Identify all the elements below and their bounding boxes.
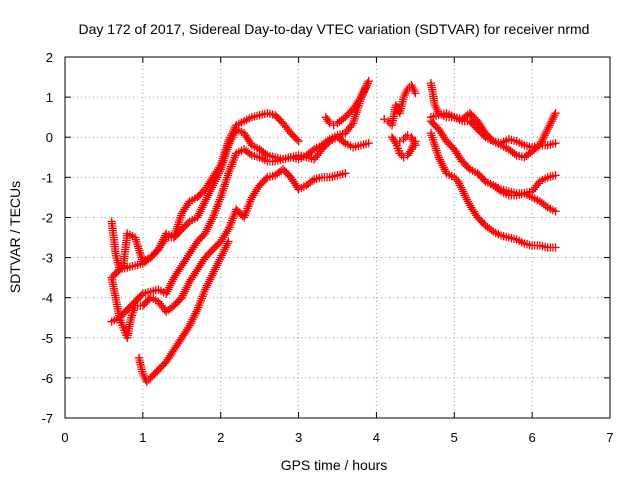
y-tick-label: -1 — [41, 170, 53, 185]
y-tick-label: 1 — [46, 90, 53, 105]
series-track-4 — [107, 165, 350, 342]
series-markers — [134, 237, 233, 387]
x-tick-label: 0 — [61, 430, 68, 445]
series-track-14 — [489, 171, 560, 200]
y-tick-label: -5 — [41, 331, 53, 346]
series-markers — [107, 76, 373, 326]
x-tick-label: 1 — [139, 430, 146, 445]
y-tick-label: 2 — [46, 50, 53, 65]
y-tick-label: -2 — [41, 210, 53, 225]
series-markers — [426, 117, 560, 216]
series-markers — [107, 165, 350, 342]
x-tick-label: 4 — [373, 430, 380, 445]
y-tick-label: -7 — [41, 411, 53, 426]
series-track-7 — [380, 80, 420, 130]
y-tick-label: 0 — [46, 130, 53, 145]
y-tick-label: -6 — [41, 371, 53, 386]
series-track-3 — [107, 76, 373, 326]
series-markers — [426, 129, 560, 252]
tick-labels: 0 1 2 3 4 5 6 7 -7 -6 -5 -4 -3 -2 -1 0 1 2 — [41, 50, 613, 445]
series-track-6 — [321, 76, 373, 130]
y-tick-label: -3 — [41, 251, 53, 266]
y-axis-label: SDTVAR / TECUs — [7, 181, 23, 293]
series-track-1 — [107, 109, 303, 274]
series-markers — [395, 131, 420, 150]
y-tick-label: -4 — [41, 291, 53, 306]
grid — [65, 57, 610, 418]
series-track-12 — [426, 117, 560, 216]
series-track-5 — [134, 237, 233, 387]
x-tick-label: 3 — [295, 430, 302, 445]
series-markers — [321, 76, 373, 130]
x-tick-label: 2 — [217, 430, 224, 445]
series-track-13 — [426, 129, 560, 252]
series-markers — [380, 80, 420, 130]
x-tick-label: 7 — [606, 430, 613, 445]
x-tick-label: 5 — [451, 430, 458, 445]
chart-title: Day 172 of 2017, Sidereal Day-to-day VTE… — [79, 21, 590, 37]
axis-ticks — [64, 56, 611, 419]
series-track-9 — [395, 131, 420, 150]
series-markers — [489, 171, 560, 200]
data-points — [107, 76, 560, 387]
x-tick-label: 6 — [529, 430, 536, 445]
series-markers — [107, 109, 303, 274]
x-axis-label: GPS time / hours — [281, 457, 388, 473]
plot-frame — [64, 56, 611, 419]
